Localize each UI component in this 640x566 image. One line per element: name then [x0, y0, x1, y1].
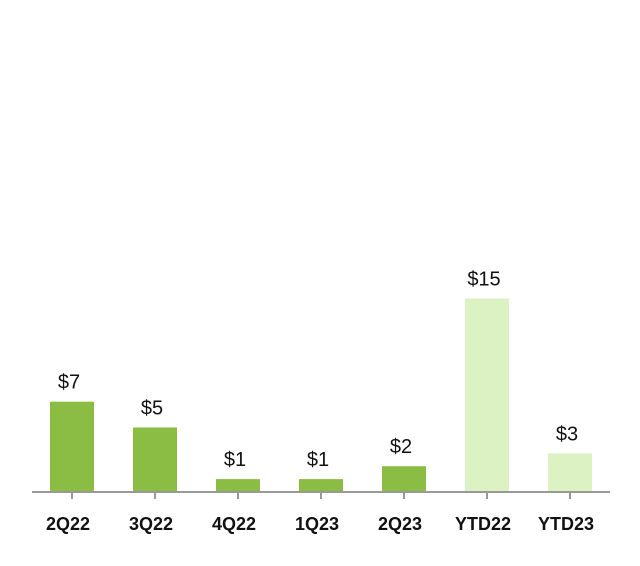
- bar-1q23: [299, 479, 343, 492]
- value-label-ytd22: $15: [467, 268, 500, 290]
- category-labels-group: 2Q22 3Q22 4Q22 1Q23 2Q23 YTD22 YTD23: [46, 514, 594, 534]
- value-label-2q22: $7: [58, 372, 80, 394]
- value-labels-group: $7 $5 $1 $1 $2 $15 $3: [58, 268, 578, 471]
- value-label-3q22: $5: [141, 397, 163, 419]
- bar-4q22: [216, 479, 260, 492]
- bar-ytd22: [465, 298, 509, 492]
- category-label-ytd23: YTD23: [538, 514, 594, 534]
- category-label-2q23: 2Q23: [378, 514, 422, 534]
- category-label-ytd22: YTD22: [455, 514, 511, 534]
- bar-3q22: [133, 427, 177, 492]
- bar-ytd23: [548, 453, 592, 492]
- bar-2q22: [50, 401, 94, 492]
- value-label-1q23: $1: [307, 449, 329, 471]
- bar-2q23: [382, 466, 426, 492]
- value-label-ytd23: $3: [556, 423, 578, 445]
- category-label-1q23: 1Q23: [295, 514, 339, 534]
- value-label-4q22: $1: [224, 449, 246, 471]
- category-label-3q22: 3Q22: [129, 514, 173, 534]
- x-ticks-group: [71, 492, 571, 499]
- category-label-4q22: 4Q22: [212, 514, 256, 534]
- value-label-2q23: $2: [390, 436, 412, 458]
- bars-group: [50, 298, 592, 492]
- category-label-2q22: 2Q22: [46, 514, 90, 534]
